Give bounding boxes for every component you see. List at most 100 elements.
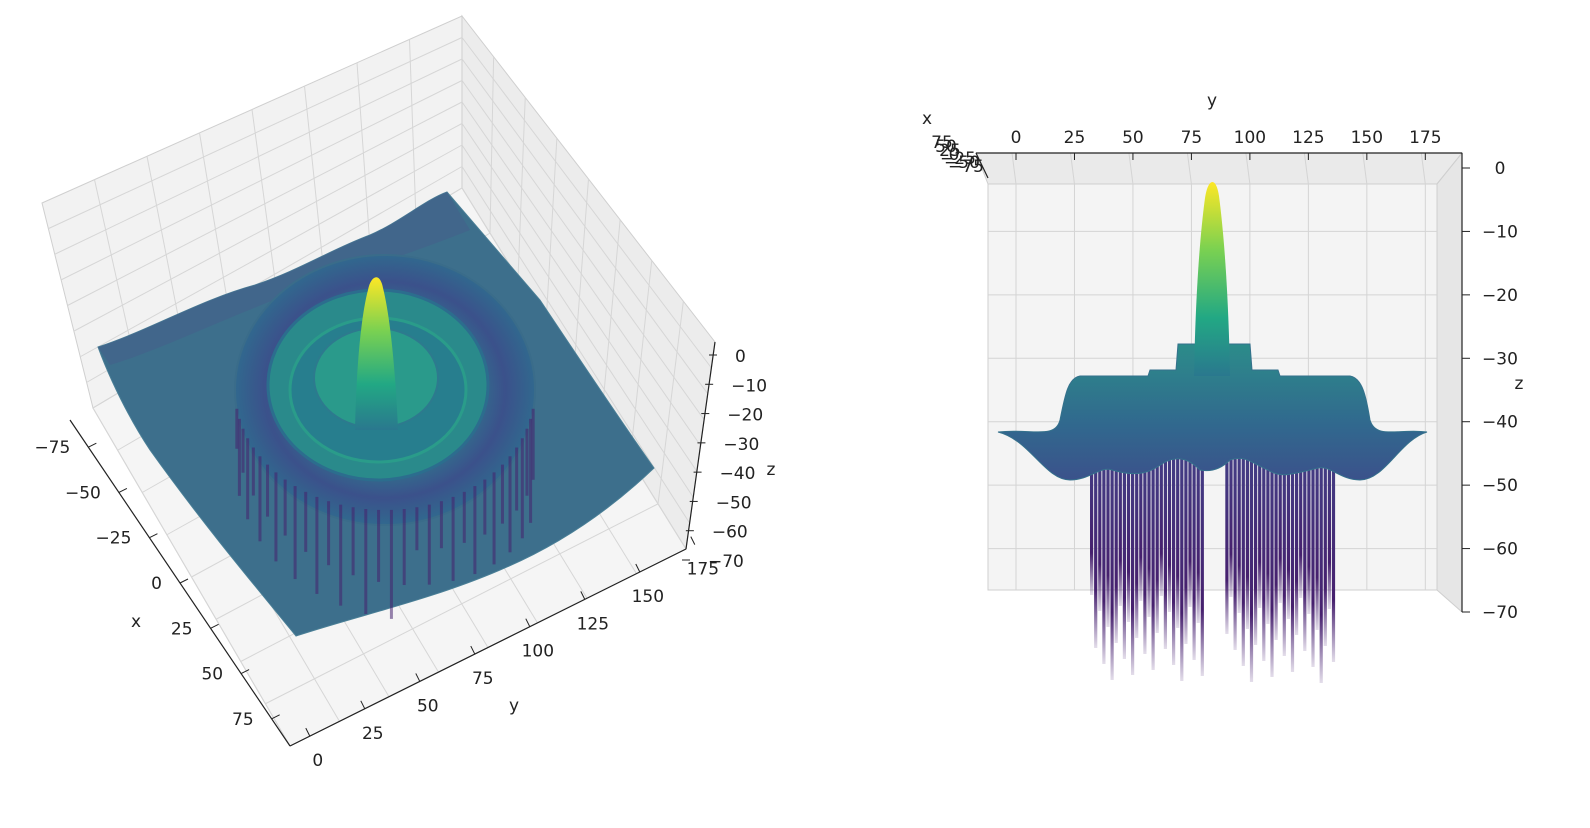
right-spike bbox=[1282, 455, 1286, 656]
right-x-tick-label: 0 bbox=[949, 145, 960, 165]
right-spike bbox=[1299, 455, 1303, 598]
right-y-tick-label: 125 bbox=[1292, 128, 1324, 148]
right-spike bbox=[1319, 455, 1323, 683]
right-spike bbox=[1118, 455, 1122, 606]
right-plateau bbox=[997, 343, 1428, 481]
left-y-tick-label: 0 bbox=[312, 751, 323, 771]
left-y-tick-label: 100 bbox=[522, 642, 554, 662]
left-x-axis-label: x bbox=[131, 612, 141, 632]
right-spike bbox=[1266, 455, 1270, 624]
left-y-tick-label: 25 bbox=[362, 724, 384, 744]
right-spike bbox=[1167, 455, 1172, 612]
left-surface-sheet-shade bbox=[98, 192, 470, 365]
right-z-tick-label: −20 bbox=[1482, 286, 1518, 306]
right-z-tick-label: −60 bbox=[1482, 540, 1518, 560]
left-spike bbox=[283, 479, 287, 536]
right-y-tick-label: 50 bbox=[1122, 128, 1144, 148]
left-x-tick bbox=[240, 669, 250, 675]
left-x-tick bbox=[88, 442, 97, 448]
left-floor-gridline bbox=[265, 503, 659, 705]
right-spike bbox=[1241, 455, 1245, 666]
right-spike bbox=[1139, 455, 1143, 601]
left-back-gridline bbox=[356, 62, 371, 244]
right-spike bbox=[1188, 455, 1192, 607]
right-x-tick-label: −50 bbox=[944, 153, 980, 173]
left-back-gridline bbox=[80, 144, 463, 358]
left-spike bbox=[304, 491, 308, 552]
right-spike bbox=[1155, 455, 1159, 633]
left-z-tick-label: −10 bbox=[731, 376, 767, 396]
left-side-gridline bbox=[461, 144, 694, 498]
left-spike bbox=[364, 509, 368, 615]
right-spike bbox=[1254, 455, 1258, 645]
left-side-gridline bbox=[601, 219, 621, 414]
left-x-tick bbox=[179, 578, 189, 584]
left-z-tick-label: 0 bbox=[735, 347, 746, 367]
right-spike bbox=[1245, 455, 1249, 629]
right-spike bbox=[1225, 455, 1229, 634]
left-side-gridline bbox=[657, 301, 684, 504]
right-spike bbox=[1303, 455, 1307, 651]
left-x-tick bbox=[149, 533, 158, 539]
left-spike bbox=[451, 496, 455, 581]
left-spike bbox=[315, 496, 319, 594]
left-spike bbox=[508, 456, 512, 553]
left-spike bbox=[258, 456, 262, 542]
left-z-tick-label: −30 bbox=[723, 435, 759, 455]
right-spike bbox=[1323, 455, 1327, 646]
right-spike bbox=[1229, 455, 1233, 597]
left-spike bbox=[427, 504, 431, 585]
left-z-tick-label: −40 bbox=[720, 464, 756, 484]
left-3d-axes: −75 −50 −25 0 25 50 75 0 25 50 75 100 125 150 175 0 −10 −… bbox=[34, 14, 776, 771]
left-back-gridline bbox=[304, 86, 325, 271]
left-y-axis-line bbox=[289, 548, 687, 747]
left-spike bbox=[389, 509, 393, 619]
left-y-tick bbox=[635, 563, 641, 573]
left-y-tick bbox=[415, 673, 421, 682]
left-spike bbox=[529, 418, 533, 523]
left-y-tick-label: 75 bbox=[472, 669, 494, 689]
right-z-tick-label: −50 bbox=[1482, 476, 1518, 496]
right-spike bbox=[1126, 455, 1131, 622]
right-spike bbox=[1237, 455, 1241, 613]
left-z-axis-line bbox=[685, 341, 716, 550]
right-spike bbox=[1114, 455, 1118, 643]
right-top-gridline bbox=[1186, 152, 1192, 185]
left-spike bbox=[402, 509, 406, 586]
left-x-tick-label: −25 bbox=[96, 529, 132, 549]
left-spike bbox=[351, 507, 355, 576]
right-z-tick-label: −30 bbox=[1482, 349, 1518, 369]
left-spike bbox=[500, 464, 504, 524]
left-x-tick bbox=[271, 714, 280, 720]
left-y-tick-label: 175 bbox=[687, 560, 719, 580]
right-spike bbox=[1098, 455, 1102, 611]
left-x-tick-label: −50 bbox=[65, 483, 101, 503]
right-top-gridline bbox=[1420, 152, 1426, 185]
right-grid bbox=[988, 152, 1437, 590]
right-spike bbox=[1262, 455, 1266, 661]
right-y-tick-label: 175 bbox=[1409, 128, 1441, 148]
left-side-gridline bbox=[461, 166, 691, 524]
left-x-tick-label: 50 bbox=[201, 665, 223, 685]
right-spike bbox=[1258, 455, 1262, 608]
right-spike bbox=[1176, 455, 1180, 628]
left-x-tick-label: 75 bbox=[232, 710, 254, 730]
right-x-tick-label: 75 bbox=[931, 133, 953, 153]
left-side-gridline bbox=[629, 260, 653, 459]
left-spike bbox=[274, 472, 278, 562]
left-spike bbox=[377, 509, 381, 582]
right-x-axis-line bbox=[975, 152, 989, 179]
left-spike bbox=[237, 418, 241, 496]
right-spike bbox=[1311, 455, 1315, 667]
left-z-tick-label: −70 bbox=[708, 552, 744, 572]
right-spike bbox=[1106, 455, 1110, 627]
left-z-tick-label: −20 bbox=[727, 406, 763, 426]
left-x-tick-label: −75 bbox=[34, 438, 70, 458]
left-y-tick-label: 125 bbox=[577, 614, 609, 634]
right-3d-axes: 0 25 50 75 100 125 150 1750−10−20−30−40−50−60−7… bbox=[922, 91, 1524, 683]
left-back-gridline bbox=[409, 39, 417, 216]
left-x-tick bbox=[210, 623, 219, 629]
right-spike bbox=[1315, 455, 1319, 630]
left-spike bbox=[520, 438, 524, 539]
